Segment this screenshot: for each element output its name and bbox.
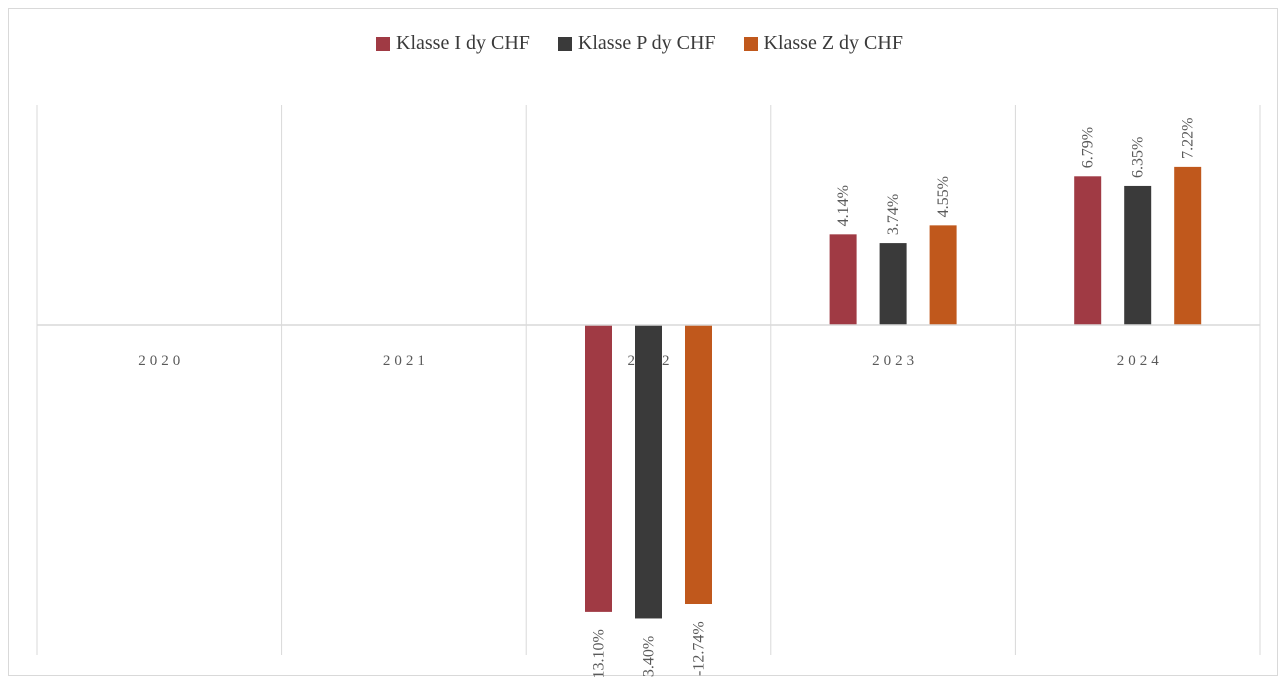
category-label-2021: 2021 [383,353,429,369]
data-label-series2-2024: 7.22% [1180,118,1197,159]
legend-item-klasse-z: Klasse Z dy CHF [743,32,903,55]
bar-series2-2022 [685,325,712,605]
category-label-2020: 2020 [138,353,184,369]
data-label-series0-2024: 6.79% [1080,127,1097,168]
data-label-series1-2024: 6.35% [1130,137,1147,178]
bar-series0-2023 [829,234,857,325]
legend-item-klasse-i: Klasse I dy CHF [376,32,530,55]
legend: Klasse I dy CHF Klasse P dy CHF Klasse Z… [0,32,1279,55]
bar-series1-2024 [1124,185,1152,325]
legend-label-klasse-i: Klasse I dy CHF [396,32,530,54]
bar-series2-2024 [1174,166,1202,325]
bar-series1-2022 [635,325,662,619]
bar-series0-2024 [1074,176,1102,325]
legend-swatch-klasse-p [557,36,572,51]
data-label-series0-2023: 4.14% [835,185,852,226]
legend-label-klasse-p: Klasse P dy CHF [577,32,716,54]
bar-series0-2022 [585,325,612,612]
legend-item-klasse-p: Klasse P dy CHF [557,32,716,55]
bar-series1-2023 [879,243,907,325]
data-label-series1-2023: 3.74% [885,194,902,235]
data-label-series2-2022: -12.74% [691,621,708,676]
category-label-2024: 2024 [1117,353,1163,369]
data-label-series2-2023: 4.55% [935,176,952,217]
legend-swatch-klasse-z [743,36,758,51]
data-label-series1-2022: -13.40% [641,636,658,677]
bar-series2-2023 [929,225,957,325]
legend-swatch-klasse-i [376,36,391,51]
data-label-series0-2022: -13.10% [591,629,608,677]
legend-label-klasse-z: Klasse Z dy CHF [763,32,903,54]
category-label-2023: 2023 [872,353,918,369]
